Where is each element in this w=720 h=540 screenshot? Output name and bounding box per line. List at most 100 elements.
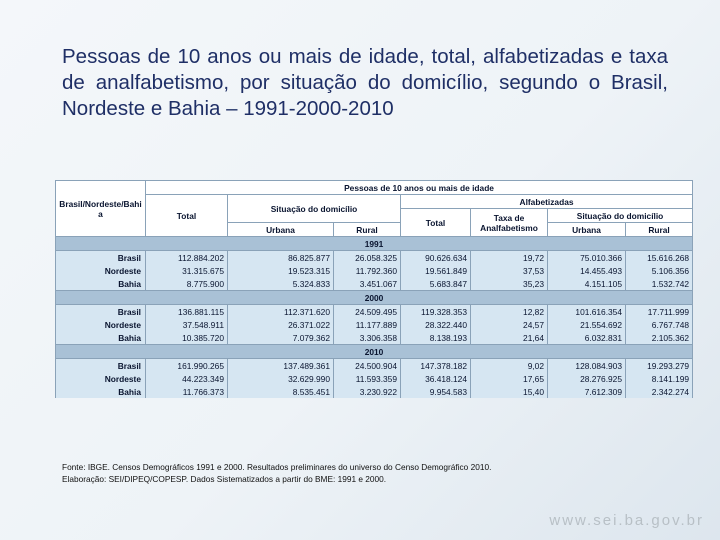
value-cell: 86.825.877: [227, 250, 334, 264]
value-cell: 24.500.904: [333, 358, 401, 372]
footer-url: www.sei.ba.gov.br: [549, 512, 704, 529]
data-row: Brasil 136.881.115 112.371.620 24.509.495 11…: [55, 304, 694, 318]
region-cell: Nordeste: [55, 264, 146, 277]
section-year: 2000: [54, 290, 694, 305]
value-cell: 8.775.900: [145, 277, 228, 291]
note-line: Elaboração: SEI/DIPEQ/COPESP. Dados Sist…: [62, 474, 387, 484]
value-cell: 3.451.067: [333, 277, 401, 291]
value-cell: 112.884.202: [145, 250, 228, 264]
region-cell: Brasil: [55, 250, 146, 264]
value-cell: 2.105.362: [624, 331, 694, 345]
value-cell: 10.385.720: [145, 331, 228, 345]
region-cell: Nordeste: [55, 372, 146, 385]
value-cell: 5.324.833: [227, 277, 334, 291]
value-cell: 112.371.620: [227, 304, 334, 318]
value-cell: 7.612.309: [547, 385, 626, 398]
value-cell: 3.230.922: [333, 385, 401, 398]
header-cell: Taxa de Analfabetismo: [470, 208, 548, 237]
section-row: 2010: [54, 344, 694, 359]
value-cell: 12,82: [470, 304, 548, 318]
data-table: Brasil/Nordeste/Bahia Pessoas de 10 anos …: [54, 180, 694, 398]
value-cell: 17.711.999: [624, 304, 694, 318]
value-cell: 26.371.022: [227, 318, 334, 331]
value-cell: 11.593.359: [333, 372, 401, 385]
header-cell: Brasil/Nordeste/Bahia: [55, 180, 146, 237]
value-cell: 19.293.279: [624, 358, 694, 372]
region-cell: Nordeste: [55, 318, 146, 331]
value-cell: 26.058.325: [333, 250, 401, 264]
value-cell: 3.306.358: [333, 331, 401, 345]
value-cell: 2.342.274: [624, 385, 694, 398]
section-row: 2000: [54, 290, 694, 305]
value-cell: 136.881.115: [145, 304, 228, 318]
value-cell: 31.315.675: [145, 264, 228, 277]
data-row: Nordeste 44.223.349 32.629.990 11.593.359 36…: [55, 372, 694, 385]
value-cell: 161.990.265: [145, 358, 228, 372]
value-cell: 44.223.349: [145, 372, 228, 385]
value-cell: 21.554.692: [547, 318, 626, 331]
value-cell: 17,65: [470, 372, 548, 385]
value-cell: 1.532.742: [624, 277, 694, 291]
data-row: Bahia 10.385.720 7.079.362 3.306.358 8.138.1…: [55, 331, 694, 345]
header-cell: Pessoas de 10 anos ou mais de idade: [144, 180, 694, 195]
value-cell: 4.151.105: [547, 277, 626, 291]
value-cell: 5.106.356: [624, 264, 694, 277]
section-row: 1991: [54, 236, 694, 251]
value-cell: 35,23: [470, 277, 548, 291]
value-cell: 6.767.748: [624, 318, 694, 331]
region-cell: Bahia: [55, 331, 146, 345]
header-cell: Situação do domicílio: [227, 194, 401, 223]
value-cell: 119.328.353: [400, 304, 471, 318]
value-cell: 8.535.451: [227, 385, 334, 398]
region-cell: Brasil: [55, 304, 146, 318]
header-cell: Urbana: [227, 222, 334, 237]
note-line: Fonte: IBGE. Censos Demográficos 1991 e …: [62, 462, 492, 472]
notes: Fonte: IBGE. Censos Demográficos 1991 e …: [62, 461, 491, 485]
value-cell: 5.683.847: [400, 277, 471, 291]
value-cell: 101.616.354: [547, 304, 626, 318]
value-cell: 128.084.903: [547, 358, 626, 372]
region-cell: Brasil: [55, 358, 146, 372]
header-cell: Rural: [624, 222, 694, 237]
value-cell: 11.792.360: [333, 264, 401, 277]
data-row: Bahia 8.775.900 5.324.833 3.451.067 5.683.84…: [55, 277, 694, 291]
value-cell: 14.455.493: [547, 264, 626, 277]
data-row: Nordeste 31.315.675 19.523.315 11.792.360 19…: [55, 264, 694, 277]
value-cell: 24.509.495: [333, 304, 401, 318]
value-cell: 75.010.366: [547, 250, 626, 264]
value-cell: 11.177.889: [333, 318, 401, 331]
value-cell: 9,02: [470, 358, 548, 372]
data-row: Nordeste 37.548.911 26.371.022 11.177.889 28…: [55, 318, 694, 331]
table-header: Brasil/Nordeste/Bahia Pessoas de 10 anos …: [55, 180, 694, 237]
header-cell: Urbana: [547, 222, 626, 237]
section-year: 1991: [54, 236, 694, 251]
value-cell: 37,53: [470, 264, 548, 277]
value-cell: 15.616.268: [624, 250, 694, 264]
value-cell: 28.322.440: [400, 318, 471, 331]
value-cell: 21,64: [470, 331, 548, 345]
value-cell: 11.766.373: [145, 385, 228, 398]
value-cell: 8.141.199: [624, 372, 694, 385]
data-row: Brasil 112.884.202 86.825.877 26.058.325 90.…: [55, 250, 694, 264]
section-year: 2010: [54, 344, 694, 359]
value-cell: 147.378.182: [400, 358, 471, 372]
slide-title: Pessoas de 10 anos ou mais de idade, tot…: [62, 45, 668, 120]
value-cell: 15,40: [470, 385, 548, 398]
header-cell: Situação do domicílio: [546, 208, 694, 223]
value-cell: 7.079.362: [227, 331, 334, 345]
value-cell: 19,72: [470, 250, 548, 264]
region-cell: Bahia: [55, 385, 146, 398]
value-cell: 90.626.634: [400, 250, 471, 264]
header-cell: Rural: [333, 222, 401, 237]
value-cell: 37.548.911: [145, 318, 228, 331]
value-cell: 28.276.925: [547, 372, 626, 385]
value-cell: 19.523.315: [227, 264, 334, 277]
value-cell: 36.418.124: [400, 372, 471, 385]
data-row: Brasil 161.990.265 137.489.361 24.500.904 14…: [55, 358, 694, 372]
data-row: Bahia 11.766.373 8.535.451 3.230.922 9.954.5…: [55, 385, 694, 398]
header-cell: Alfabetizadas: [399, 194, 694, 209]
value-cell: 24,57: [470, 318, 548, 331]
value-cell: 32.629.990: [227, 372, 334, 385]
header-cell: Total: [400, 208, 471, 237]
